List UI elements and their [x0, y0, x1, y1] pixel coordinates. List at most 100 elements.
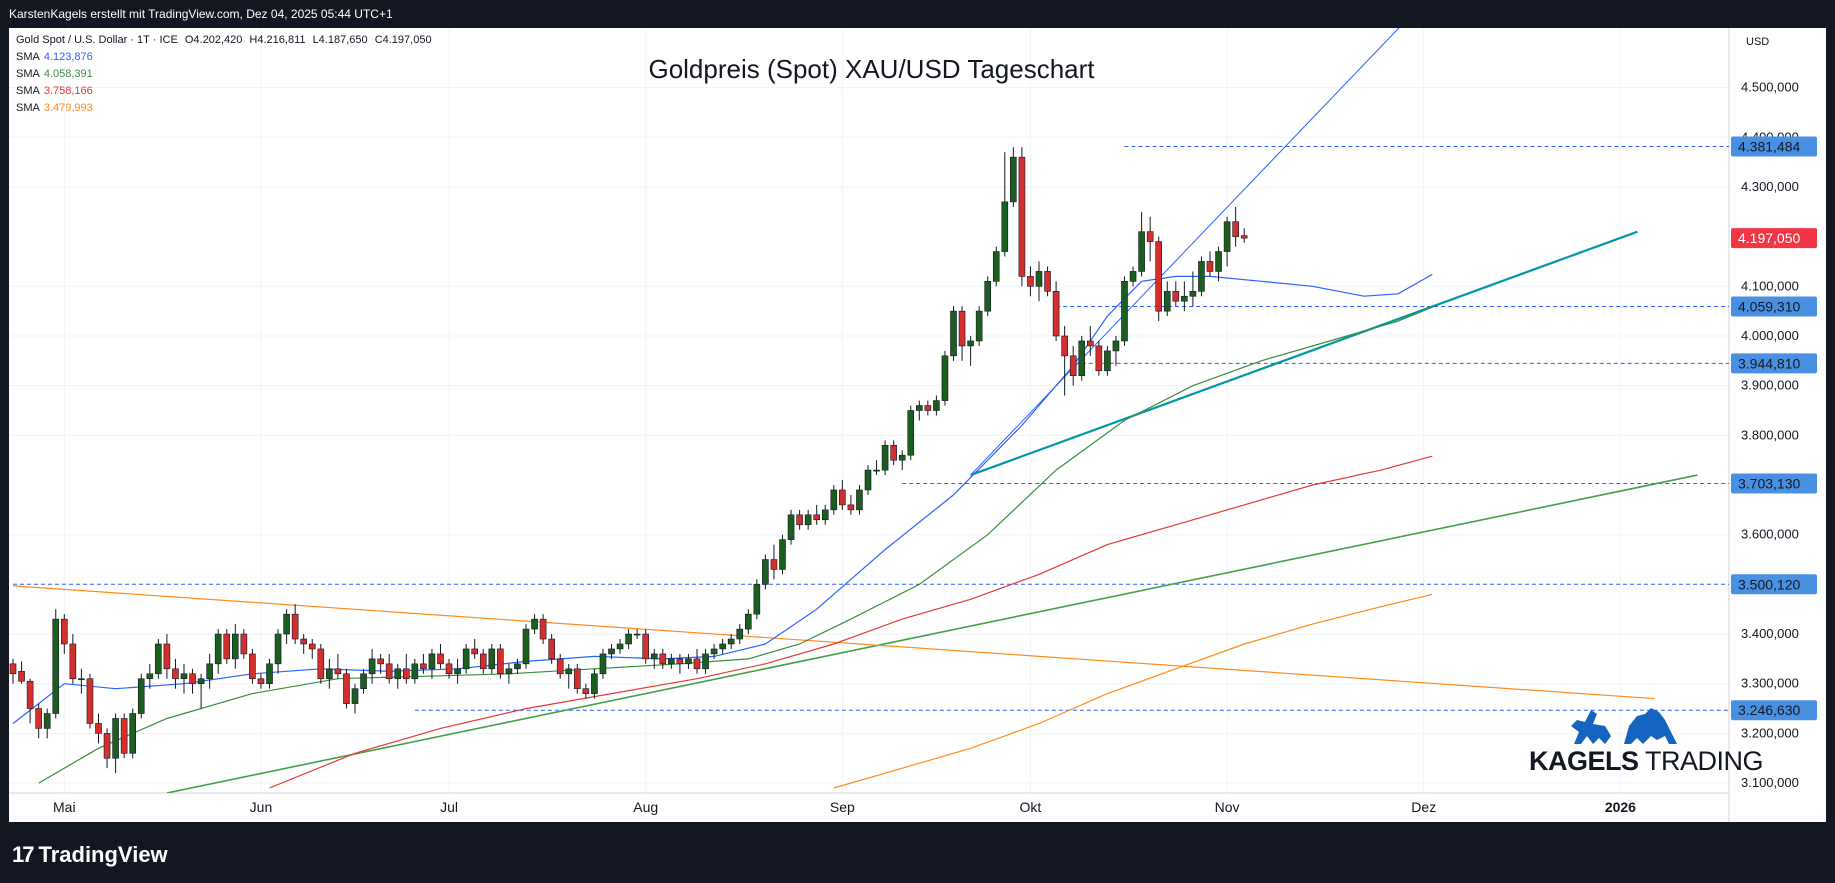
candle-body[interactable] [693, 658, 701, 670]
candle-body[interactable] [1163, 290, 1171, 312]
candle-body[interactable] [924, 405, 932, 411]
candle-body[interactable] [172, 668, 179, 680]
candle-body[interactable] [214, 633, 222, 665]
sma-line[interactable] [12, 273, 1433, 724]
candle-body[interactable] [1155, 241, 1162, 312]
candle-body[interactable] [1095, 345, 1103, 372]
candle-body[interactable] [890, 444, 897, 461]
candle-body[interactable] [146, 673, 154, 680]
candle-body[interactable] [326, 668, 333, 680]
candle-body[interactable] [488, 648, 496, 670]
candle-body[interactable] [411, 663, 419, 680]
candle-body[interactable] [334, 668, 342, 675]
candle-body[interactable] [1232, 221, 1239, 237]
sma-row[interactable]: SMA 4.058,391 [16, 66, 436, 83]
candle-body[interactable] [1104, 350, 1111, 372]
candle-body[interactable] [676, 658, 684, 665]
candle-body[interactable] [291, 613, 299, 640]
candle-body[interactable] [377, 658, 384, 665]
candle-body[interactable] [753, 584, 761, 615]
candle-body[interactable] [608, 648, 615, 655]
candle-body[interactable] [933, 400, 940, 411]
candle-body[interactable] [1138, 231, 1145, 272]
candle-body[interactable] [60, 618, 68, 645]
candle-body[interactable] [796, 514, 803, 526]
candle-body[interactable] [787, 514, 795, 540]
candle-body[interactable] [616, 643, 624, 650]
candle-body[interactable] [830, 489, 838, 511]
candle-body[interactable] [189, 673, 196, 685]
sma-row[interactable]: SMA 3.758,166 [16, 83, 436, 100]
candle-body[interactable] [813, 514, 821, 521]
candle-body[interactable] [274, 633, 282, 665]
candle-body[interactable] [1206, 261, 1214, 272]
candle-body[interactable] [1027, 276, 1034, 287]
sma-line[interactable] [38, 306, 1433, 784]
candle-body[interactable] [804, 514, 812, 526]
candle-body[interactable] [300, 638, 308, 645]
candle-body[interactable] [847, 504, 855, 511]
candle-body[interactable] [625, 633, 632, 645]
candle-body[interactable] [984, 281, 992, 312]
candle-body[interactable] [428, 653, 436, 670]
candle-body[interactable] [685, 658, 692, 665]
candle-body[interactable] [719, 643, 726, 650]
candle-body[interactable] [1052, 290, 1060, 337]
candle-body[interactable] [514, 663, 521, 670]
candle-body[interactable] [129, 713, 136, 754]
candle-body[interactable] [232, 633, 239, 660]
candle-body[interactable] [565, 668, 573, 675]
chart-panel[interactable]: 3.100,000 3.200,000 3.300,000 3.400,000 3.60… [9, 28, 1826, 822]
candle-body[interactable] [633, 633, 641, 636]
candle-body[interactable] [385, 663, 393, 680]
candle-body[interactable] [599, 653, 607, 675]
candle-body[interactable] [1240, 235, 1248, 239]
candle-body[interactable] [591, 673, 598, 694]
candle-body[interactable] [967, 340, 974, 347]
candle-body[interactable] [103, 733, 111, 759]
candle-body[interactable] [762, 559, 769, 585]
candle-body[interactable] [573, 668, 581, 689]
candle-body[interactable] [779, 539, 786, 570]
candle-body[interactable] [9, 663, 17, 675]
candle-body[interactable] [240, 633, 248, 655]
candle-body[interactable] [420, 663, 427, 670]
candle-body[interactable] [958, 310, 966, 347]
candle-body[interactable] [497, 648, 504, 675]
candle-body[interactable] [1044, 271, 1051, 292]
candle-body[interactable] [462, 648, 470, 670]
candle-body[interactable] [1198, 261, 1205, 292]
candle-body[interactable] [1087, 340, 1094, 347]
sma-line[interactable] [269, 455, 1433, 789]
trendline[interactable] [12, 585, 1655, 700]
candle-body[interactable] [1112, 340, 1120, 352]
candle-body[interactable] [1189, 290, 1197, 297]
candle-body[interactable] [249, 653, 256, 680]
candle-body[interactable] [1061, 335, 1068, 357]
candle-body[interactable] [770, 559, 778, 570]
candle-body[interactable] [180, 673, 188, 680]
candle-body[interactable] [727, 638, 735, 645]
candle-body[interactable] [86, 678, 94, 724]
candle-body[interactable] [1035, 271, 1043, 287]
candle-body[interactable] [360, 673, 367, 689]
candle-body[interactable] [368, 658, 376, 675]
sma-row[interactable]: SMA 4.123,876 [16, 49, 436, 66]
candle-body[interactable] [155, 643, 162, 675]
candle-body[interactable] [257, 678, 265, 685]
candle-body[interactable] [266, 663, 273, 685]
candle-body[interactable] [992, 251, 1000, 282]
candle-body[interactable] [702, 653, 709, 670]
candle-body[interactable] [642, 633, 650, 660]
candle-body[interactable] [873, 469, 880, 472]
candle-body[interactable] [821, 509, 829, 521]
candle-body[interactable] [659, 653, 667, 665]
trendline[interactable] [166, 474, 1698, 793]
candle-body[interactable] [915, 405, 923, 411]
trendline[interactable] [970, 230, 1638, 477]
candle-body[interactable] [223, 633, 231, 660]
candle-body[interactable] [317, 648, 325, 680]
candle-body[interactable] [1121, 281, 1128, 342]
candle-body[interactable] [52, 618, 60, 714]
candle-body[interactable] [1129, 271, 1137, 282]
